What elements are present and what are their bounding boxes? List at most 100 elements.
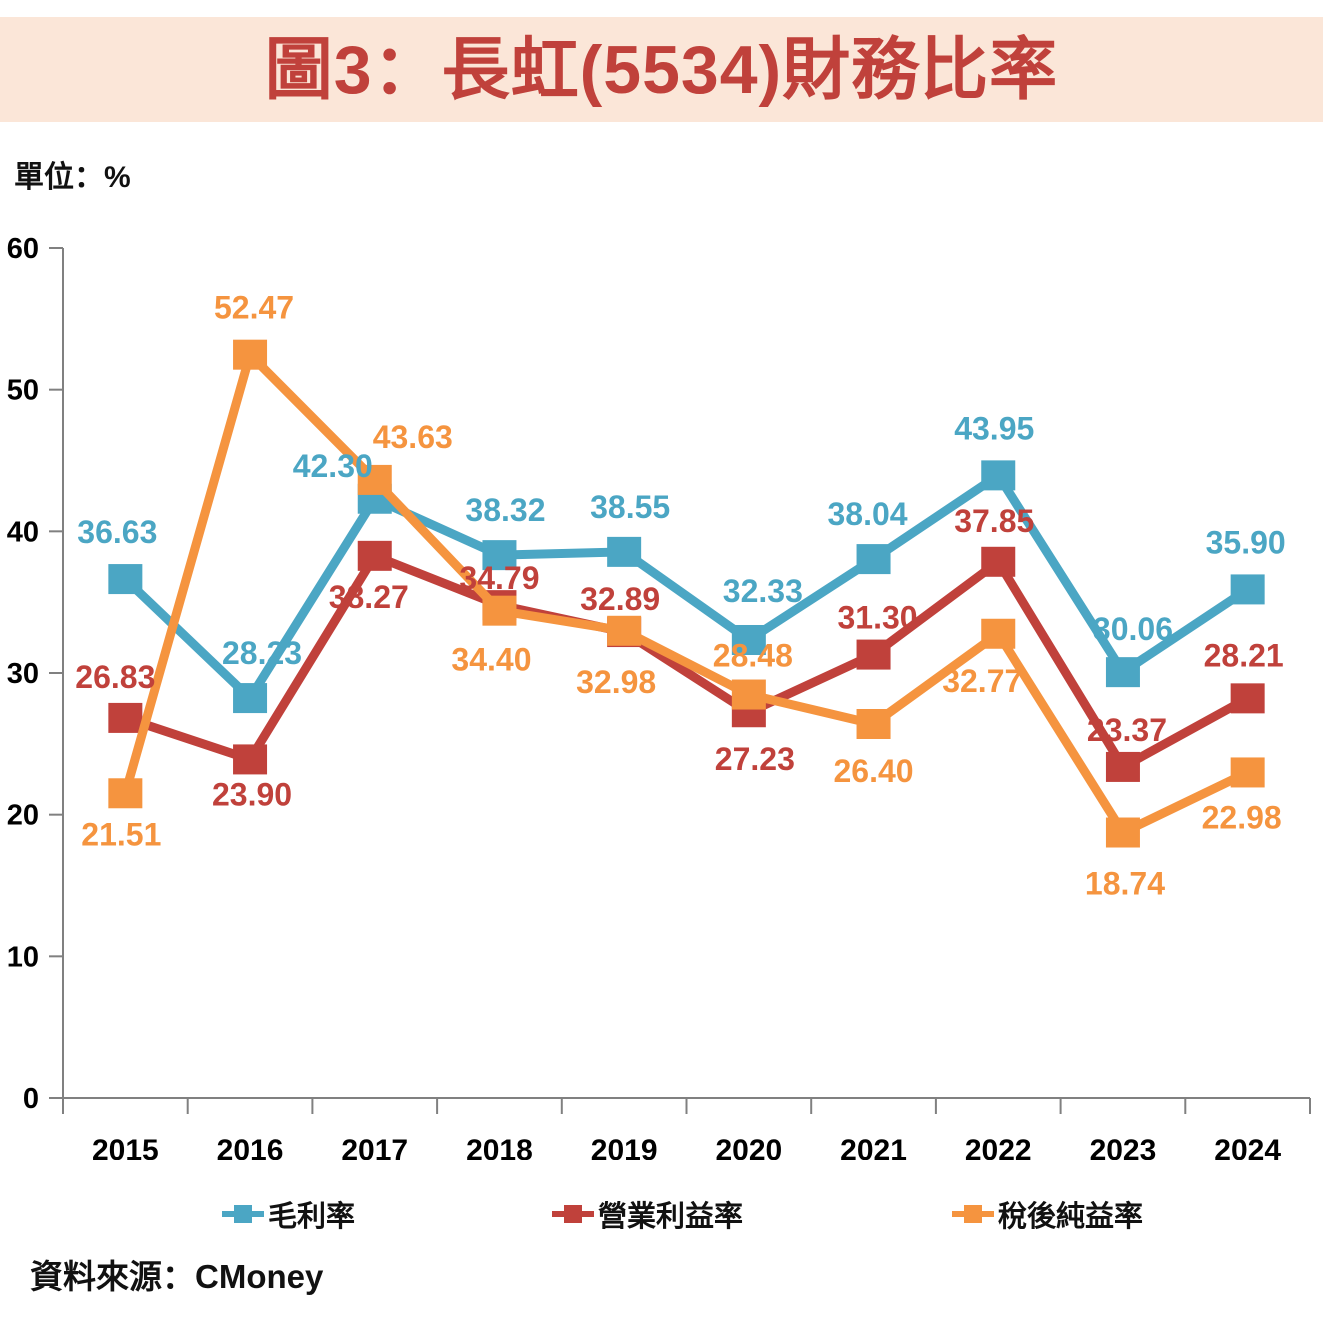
data-label: 32.33: [723, 573, 803, 609]
x-tick-label: 2024: [1214, 1134, 1281, 1160]
line-chart: 0 10 20 30 40 50 60 2015 2016 2017 2018 2019 2020 202…: [0, 200, 1323, 1160]
data-point-marker: [482, 595, 517, 626]
data-point-marker: [1105, 817, 1140, 848]
x-axis: 2015 2016 2017 2018 2019 2020 2021 2022 2023 2024: [62, 1097, 1311, 1160]
data-label: 37.85: [954, 503, 1034, 539]
data-point-marker: [108, 564, 143, 595]
x-tick-label: 2022: [965, 1134, 1032, 1160]
data-label: 43.95: [954, 410, 1034, 446]
x-tick-label: 2020: [715, 1134, 782, 1160]
data-label: 38.32: [465, 492, 545, 528]
data-point-marker: [482, 540, 517, 571]
data-point-marker: [233, 339, 268, 370]
legend-swatch-icon: [952, 1203, 994, 1225]
data-label: 18.74: [1085, 866, 1165, 902]
data-point-marker: [856, 639, 891, 670]
data-label: 31.30: [838, 600, 918, 636]
data-point-marker: [981, 618, 1016, 649]
x-tick-label: 2016: [217, 1134, 284, 1160]
legend-marker: [564, 1205, 582, 1223]
data-label: 52.47: [214, 290, 294, 326]
y-tick-label: 40: [7, 516, 39, 548]
x-tick-label: 2018: [466, 1134, 533, 1160]
x-tick-label: 2015: [92, 1134, 159, 1160]
data-label: 27.23: [715, 741, 795, 777]
x-tick-label: 2017: [341, 1134, 408, 1160]
series-1-labels: 26.83 23.90 38.27 34.79 32.89 27.23 31.30 37.85…: [75, 503, 1283, 813]
data-point-marker: [1230, 757, 1265, 788]
legend-label: 稅後純益率: [998, 1201, 1144, 1233]
legend-swatch-icon: [552, 1203, 594, 1225]
data-label: 26.83: [75, 659, 155, 695]
series-2: [108, 339, 1265, 848]
series-0: [108, 460, 1265, 714]
legend-marker: [234, 1205, 252, 1223]
data-point-marker: [233, 683, 268, 714]
legend-swatch-icon: [222, 1203, 264, 1225]
legend-marker: [964, 1205, 982, 1223]
data-label: 42.30: [293, 448, 373, 484]
chart-legend: 毛利率 營業利益率 稅後純益率: [0, 1186, 1323, 1242]
data-label: 21.51: [81, 816, 161, 852]
data-label: 28.48: [713, 638, 793, 674]
unit-label: 單位：%: [14, 161, 131, 194]
y-tick-label: 60: [7, 233, 39, 265]
data-label: 32.89: [580, 581, 660, 617]
y-tick-label: 20: [7, 800, 39, 832]
data-label: 28.21: [1204, 637, 1284, 673]
data-point-marker: [731, 679, 766, 710]
data-label: 30.06: [1093, 611, 1173, 647]
data-label: 34.40: [451, 642, 531, 678]
legend-item-1[interactable]: 毛利率: [222, 1193, 355, 1235]
data-label: 43.63: [373, 419, 453, 455]
data-label: 26.40: [834, 753, 914, 789]
data-point-marker: [856, 709, 891, 739]
series-2-labels: 21.51 52.47 43.63 34.40 32.98 28.48 26.40 32.77…: [81, 290, 1281, 902]
data-label: 35.90: [1206, 524, 1286, 560]
x-tick-label: 2021: [840, 1134, 907, 1160]
data-point-marker: [233, 744, 268, 775]
y-axis: 0 10 20 30 40 50 60: [7, 233, 64, 1115]
y-tick-label: 10: [7, 941, 39, 973]
data-point-marker: [1105, 657, 1140, 688]
data-label: 36.63: [77, 514, 157, 550]
series-line: [122, 469, 1251, 706]
data-label: 22.98: [1202, 799, 1282, 835]
data-point-marker: [1230, 683, 1265, 714]
data-point-marker: [731, 624, 766, 655]
series-line: [121, 346, 1250, 839]
title-banner: 圖3：長虹(5534)財務比率: [0, 17, 1323, 122]
data-point-marker: [607, 536, 642, 567]
series-0-labels: 36.63 28.23 42.30 38.32 38.55 32.33 38.04 43.95…: [77, 410, 1285, 671]
page-title: 圖3：長虹(5534)財務比率: [264, 31, 1059, 108]
legend-item-3[interactable]: 稅後純益率: [952, 1193, 1143, 1235]
data-point-marker: [981, 546, 1016, 577]
data-point-marker: [856, 544, 891, 575]
data-label: 32.98: [576, 664, 656, 700]
data-label: 38.04: [828, 496, 908, 532]
data-label: 32.77: [942, 663, 1022, 699]
data-label: 28.23: [222, 635, 302, 671]
series-line: [123, 550, 1250, 773]
data-label: 38.55: [590, 489, 670, 525]
data-label: 34.79: [459, 560, 539, 596]
legend-item-2[interactable]: 營業利益率: [552, 1193, 743, 1235]
data-label: 38.27: [329, 579, 409, 615]
y-tick-label: 50: [7, 375, 39, 407]
data-label: 23.37: [1087, 712, 1167, 748]
data-point-marker: [1230, 574, 1265, 605]
data-label: 23.90: [212, 776, 292, 812]
legend-label: 毛利率: [268, 1201, 356, 1233]
x-tick-label: 2023: [1090, 1134, 1157, 1160]
y-tick-label: 30: [7, 658, 39, 690]
data-point-marker: [1105, 751, 1140, 782]
legend-label: 營業利益率: [598, 1201, 744, 1233]
data-point-marker: [981, 460, 1016, 491]
x-tick-label: 2019: [591, 1134, 658, 1160]
source-note: 資料來源：CMoney: [30, 1258, 324, 1295]
y-tick-label: 0: [23, 1083, 39, 1115]
data-point-marker: [108, 778, 143, 809]
data-point-marker: [607, 615, 642, 646]
chart-canvas: 0 10 20 30 40 50 60 2015 2016 2017 2018 2019 2020 202…: [7, 233, 1311, 1160]
data-point-marker: [357, 464, 392, 495]
